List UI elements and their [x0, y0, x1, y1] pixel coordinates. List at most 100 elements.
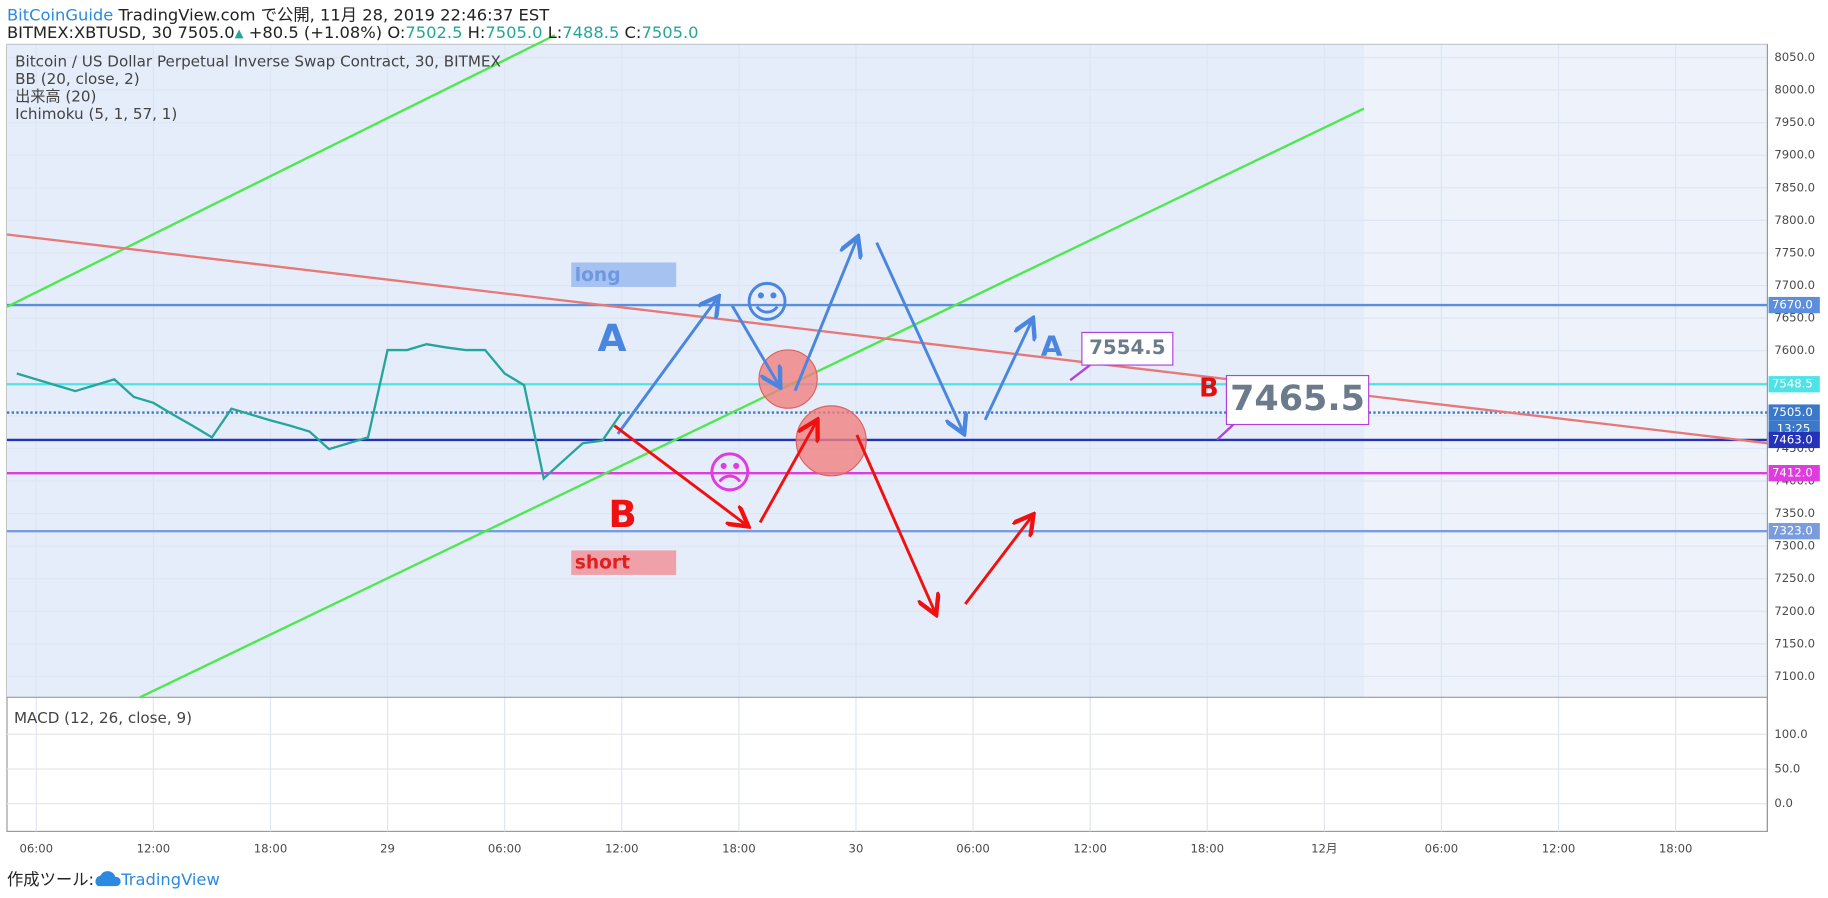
- y-tick-label: 7200.0: [1774, 604, 1815, 618]
- y-tick-label: 7800.0: [1774, 213, 1815, 227]
- y-tick-label: 0.0: [1774, 796, 1793, 810]
- arrows: [613, 239, 1032, 612]
- quote-value: 7505.0: [485, 22, 542, 41]
- long-box: [571, 262, 677, 287]
- logo: [95, 871, 121, 887]
- x-tick-label: 12:00: [1542, 841, 1576, 855]
- level-tag-text: 7670.0: [1772, 298, 1813, 312]
- x-tick-label: 18:00: [1659, 841, 1693, 855]
- x-tick-label: 06:00: [956, 841, 990, 855]
- y-tick-label: 7350.0: [1774, 506, 1815, 520]
- x-tick-label: 12:00: [605, 841, 639, 855]
- legend-entry: Bitcoin / US Dollar Perpetual Inverse Sw…: [15, 52, 501, 70]
- x-tick-label: 29: [380, 841, 395, 855]
- header-line1: BitCoinGuide TradingView.com で公開, 11月 28…: [7, 5, 550, 24]
- up-arrow: ▲: [235, 25, 244, 39]
- header-line2: BITMEX:XBTUSD, 30 7505.0▲ +80.5 (+1.08%)…: [7, 22, 699, 41]
- smiley: ☺: [744, 278, 790, 329]
- y-tick-label: 7100.0: [1774, 669, 1815, 683]
- y-tick-label: 7650.0: [1774, 311, 1815, 325]
- arrow: [875, 242, 963, 432]
- footer-brand: TradingView: [120, 870, 220, 889]
- callout-text: 7465.5: [1230, 379, 1365, 419]
- y-tick-label: 7750.0: [1774, 245, 1815, 259]
- footer-label: 作成ツール:: [7, 870, 94, 889]
- y-tick-label: 7150.0: [1774, 636, 1815, 650]
- short-box: [571, 550, 677, 575]
- level-tag-text: 7548.5: [1772, 377, 1813, 391]
- y-tick-label: 7950.0: [1774, 115, 1815, 129]
- level-tag-text: 7463.0: [1772, 432, 1813, 446]
- level-tag: [1768, 376, 1820, 393]
- author: BitCoinGuide: [7, 5, 113, 24]
- arrow: [758, 422, 816, 524]
- y-tick-label: 7600.0: [1774, 343, 1815, 357]
- callout-box: [1225, 374, 1370, 426]
- trend-line: [6, 233, 1768, 445]
- x-tick-label: 12:00: [1073, 841, 1107, 855]
- level-tag-text: 7412.0: [1772, 466, 1813, 480]
- y-tick-label: 7900.0: [1774, 148, 1815, 162]
- long-label: long: [575, 265, 621, 286]
- y-tick-label: 100.0: [1774, 727, 1807, 741]
- callout-text: 7554.5: [1089, 336, 1165, 359]
- level-tag: [1768, 523, 1820, 540]
- quote-label: O:: [387, 22, 405, 41]
- arrow: [983, 321, 1032, 421]
- label-a: A: [598, 316, 627, 360]
- y-tick-label: 7300.0: [1774, 539, 1815, 553]
- arrow: [855, 434, 935, 612]
- x-tick-label: 30: [849, 841, 864, 855]
- x-tick-label: 18:00: [722, 841, 756, 855]
- x-tick-label: 06:00: [1425, 841, 1459, 855]
- price-line: [16, 342, 623, 481]
- arrow: [613, 424, 746, 525]
- y-tick-label: 8050.0: [1774, 50, 1815, 64]
- macd-title: MACD (12, 26, close, 9): [14, 709, 192, 727]
- y-tick-label: 8000.0: [1774, 83, 1815, 97]
- quote-label: C:: [625, 22, 642, 41]
- x-tick-label: 18:00: [254, 841, 288, 855]
- channel-line: [6, 34, 556, 308]
- short-label: short: [575, 553, 630, 574]
- level-tag-text: 7323.0: [1772, 524, 1813, 538]
- level-tag: [1768, 296, 1820, 314]
- symbol: BITMEX:XBTUSD, 30: [7, 22, 172, 41]
- published: TradingView.com で公開, 11月 28, 2019 22:46:…: [117, 5, 550, 24]
- y-tick-label: 7700.0: [1774, 278, 1815, 292]
- x-tick-label: 06:00: [488, 841, 522, 855]
- arrow: [616, 299, 717, 435]
- quote-value: 7502.5: [405, 22, 462, 41]
- arrow: [730, 304, 779, 385]
- x-tick-label: 06:00: [19, 841, 53, 855]
- label-a: A: [1041, 330, 1063, 363]
- level-tag: [1768, 465, 1820, 482]
- quote-value: 7505.0: [641, 22, 698, 41]
- quote-value: 7488.5: [562, 22, 619, 41]
- x-tick-label: 12:00: [137, 841, 171, 855]
- frowny: ☹: [707, 448, 753, 499]
- channel-line: [139, 107, 1365, 699]
- last: 7505.0: [178, 22, 235, 41]
- level-tag: [1768, 404, 1820, 421]
- x-tick-label: 12月: [1311, 841, 1337, 855]
- arrow: [964, 517, 1031, 605]
- x-tick-label: 18:00: [1190, 841, 1224, 855]
- callout-box: [1081, 331, 1174, 366]
- quote-label: H:: [468, 22, 486, 41]
- level-tag-text: 7505.0: [1772, 405, 1813, 419]
- legend-entry: Ichimoku (5, 1, 57, 1): [15, 105, 177, 123]
- callout-pointer: [1216, 423, 1235, 441]
- legend-entry: BB (20, close, 2): [15, 70, 140, 88]
- label-b: B: [1199, 374, 1219, 404]
- quote-label: L:: [548, 22, 563, 41]
- label-b: B: [608, 492, 636, 536]
- legend-entry: 出来高 (20): [15, 87, 96, 105]
- level-tag: [1768, 431, 1820, 449]
- y-tick-label: 50.0: [1774, 761, 1800, 775]
- drawings: [6, 34, 1768, 699]
- change: +80.5 (+1.08%): [249, 22, 382, 41]
- arrow: [793, 239, 857, 392]
